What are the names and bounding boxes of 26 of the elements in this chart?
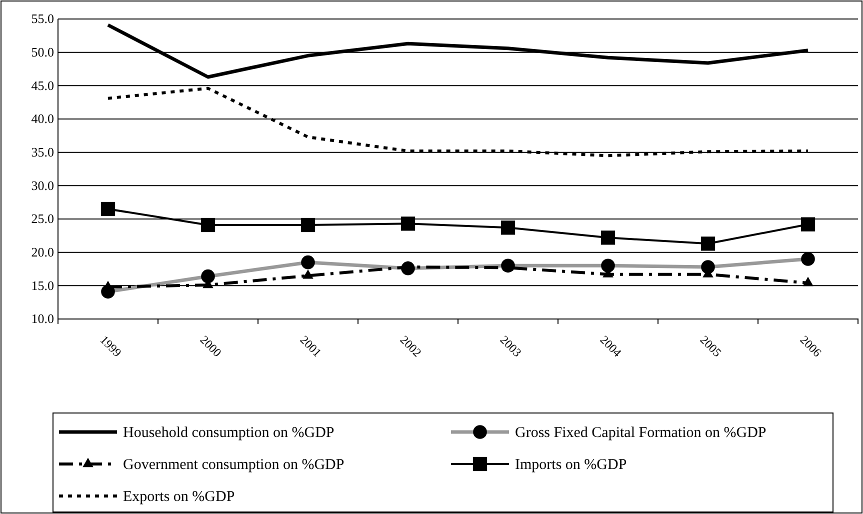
y-tick-label: 20.0 xyxy=(31,244,54,260)
legend-label: Government consumption on %GDP xyxy=(123,457,344,473)
legend-label: Imports on %GDP xyxy=(515,457,627,473)
point xyxy=(200,218,216,232)
point xyxy=(800,217,816,232)
point xyxy=(600,230,616,245)
point xyxy=(700,236,716,251)
y-tick-label: 10.0 xyxy=(31,311,54,326)
y-tick-label: 45.0 xyxy=(31,78,54,93)
point xyxy=(302,269,314,279)
point xyxy=(802,276,814,286)
point xyxy=(500,220,516,235)
point xyxy=(400,216,416,231)
y-tick-label: 15.0 xyxy=(31,278,54,293)
legend-label: Household consumption on %GDP xyxy=(123,425,334,441)
legend-label: Exports on %GDP xyxy=(123,489,235,505)
y-tick-label: 55.0 xyxy=(31,11,54,26)
y-tick-label: 30.0 xyxy=(31,178,54,193)
point xyxy=(300,218,316,232)
y-tick-label: 40.0 xyxy=(31,111,54,126)
legend-label: Gross Fixed Capital Formation on %GDP xyxy=(515,425,766,441)
point xyxy=(100,202,116,216)
y-tick-label: 25.0 xyxy=(31,211,54,226)
y-tick-label: 50.0 xyxy=(31,44,54,60)
y-tick-label: 35.0 xyxy=(31,144,54,160)
x-tick-label: 1999 xyxy=(97,332,124,360)
